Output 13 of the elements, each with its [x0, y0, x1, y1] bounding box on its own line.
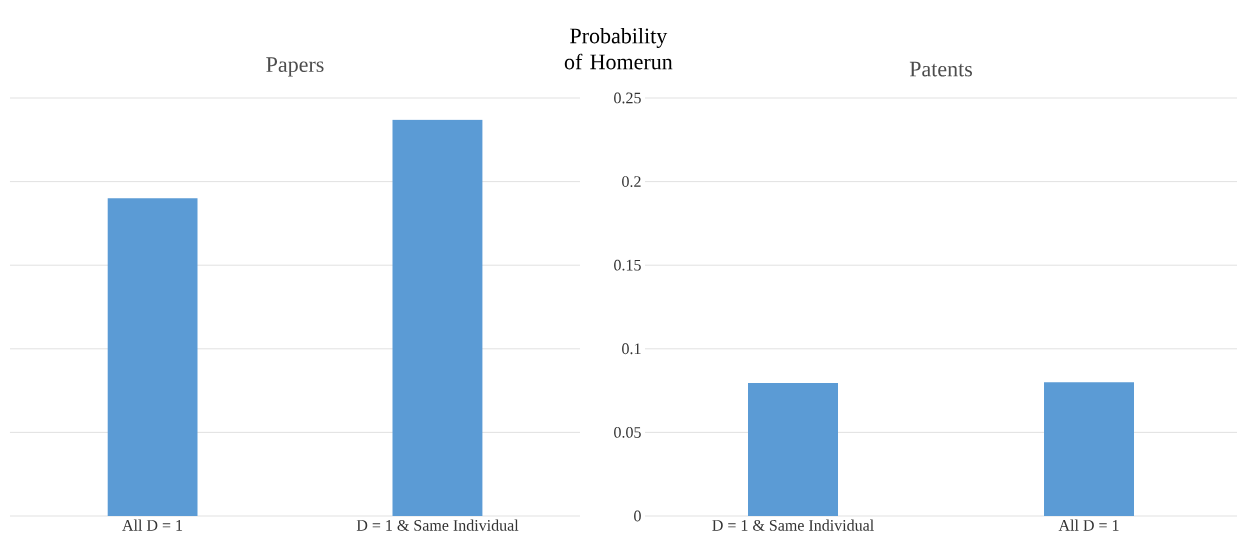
- x-tick-label: D = 1 & Same Individual: [356, 519, 519, 531]
- y-tick-label: 0.15: [614, 259, 641, 271]
- x-tick-label: All D = 1: [1058, 519, 1119, 531]
- chart-title: Papers: [266, 57, 324, 77]
- y-tick-label: 0.2: [622, 176, 641, 188]
- y-tick-label: 0.25: [614, 92, 641, 104]
- y-tick-label: 0.1: [622, 343, 641, 355]
- y-tick-label: 0: [634, 510, 641, 522]
- chart-title: Patents: [909, 61, 972, 77]
- x-tick-label: D = 1 & Same Individual: [712, 519, 874, 531]
- y-axis-title: Probability of Homerun: [564, 27, 673, 70]
- y-tick-label: 0.05: [614, 426, 641, 438]
- x-tick-label: All D = 1: [122, 519, 183, 531]
